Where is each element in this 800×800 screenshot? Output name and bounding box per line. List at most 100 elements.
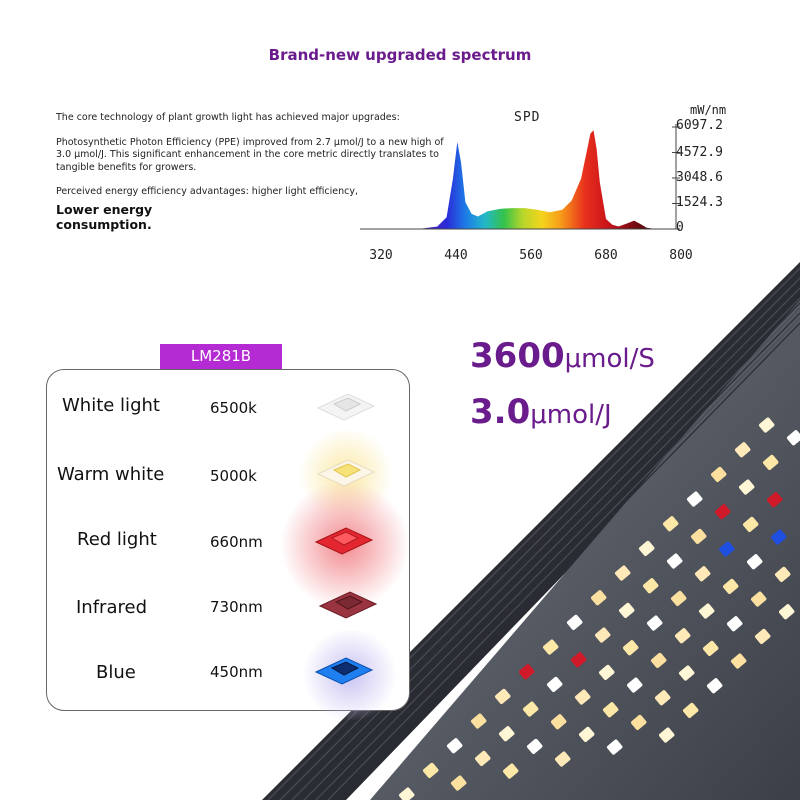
y-tick-label: 0 [676, 220, 684, 235]
lm-model-tag: LM281B [160, 344, 282, 369]
led-diode [775, 566, 791, 582]
heatsink-fin [291, 287, 800, 800]
infrared-led-chip-icon [316, 584, 380, 628]
x-tick-label: 440 [444, 248, 468, 263]
white-led-chip-icon [314, 386, 378, 430]
led-diode [615, 565, 631, 581]
led-diode [679, 665, 695, 681]
led-diode [667, 553, 683, 569]
led-diode [719, 541, 735, 557]
led-diode [743, 516, 759, 532]
spectrum-row-label: Infrared [76, 597, 147, 618]
efficiency-stat: 3.0μmol/J [470, 392, 612, 432]
led-diode [399, 787, 415, 800]
led-diode [607, 739, 623, 755]
led-diode [643, 578, 659, 594]
spectrum-row-label: Warm white [57, 464, 165, 485]
red-led-chip-icon [312, 520, 376, 564]
led-diode [475, 750, 491, 766]
blue-led-chip-icon [312, 650, 376, 694]
heatsink-fin [333, 322, 800, 800]
led-diode [787, 430, 800, 446]
y-tick-label: 1524.3 [676, 195, 723, 210]
led-diode [655, 690, 671, 706]
page-title: Brand-new upgraded spectrum [268, 46, 532, 64]
led-diode [671, 590, 687, 606]
led-diode [695, 566, 711, 582]
intro-text: The core technology of plant growth ligh… [56, 112, 446, 244]
y-tick-label: 6097.2 [676, 118, 723, 133]
led-diode [727, 616, 743, 632]
led-diode [547, 676, 563, 692]
led-diode [623, 640, 639, 656]
led-diode [659, 727, 675, 743]
led-diode [619, 602, 635, 618]
efficiency-value: 3.0 [470, 392, 531, 432]
flux-value: 3600 [470, 336, 565, 376]
led-diode [675, 628, 691, 644]
led-diode [747, 554, 763, 570]
warm-white-led-chip-icon [314, 452, 378, 496]
led-diode [735, 442, 751, 458]
intro-paragraph-1: The core technology of plant growth ligh… [56, 112, 400, 123]
led-diode [723, 578, 739, 594]
led-diode [663, 516, 679, 532]
led-diode [595, 627, 611, 643]
spectrum-row-label: White light [62, 395, 160, 416]
led-diode [691, 528, 707, 544]
led-diode [575, 689, 591, 705]
heatsink-fin [303, 297, 800, 800]
led-diode [751, 591, 767, 607]
spectrum-row-value: 6500k [210, 399, 257, 417]
intro-paragraph-3: Perceived energy efficiency advantages: … [56, 186, 358, 197]
led-diode [471, 713, 487, 729]
led-diode [771, 529, 787, 545]
flux-unit: μmol/S [564, 344, 655, 374]
spectrum-row-value: 450nm [210, 663, 263, 681]
intro-highlight: Lower energy consumption. [56, 201, 153, 232]
flux-stat: 3600μmol/S [470, 336, 655, 376]
led-diode [631, 714, 647, 730]
led-diode [543, 639, 559, 655]
led-diode [495, 688, 511, 704]
x-tick-label: 320 [369, 248, 393, 263]
x-tick-label: 560 [519, 248, 543, 263]
x-tick-label: 680 [594, 248, 618, 263]
heatsink-fin [321, 312, 800, 800]
led-diode [571, 652, 587, 668]
chart-title: SPD [514, 110, 541, 125]
led-diode [711, 466, 727, 482]
led-diode [519, 664, 535, 680]
y-axis-unit: mW/nm [690, 103, 727, 117]
heatsink-fin [327, 317, 800, 800]
y-tick-label: 3048.6 [676, 170, 723, 185]
led-diode [683, 702, 699, 718]
led-diode [767, 492, 783, 508]
efficiency-unit: μmol/J [530, 400, 612, 430]
led-diode [651, 652, 667, 668]
led-diode [503, 763, 519, 779]
led-diode [499, 726, 515, 742]
led-diode [739, 479, 755, 495]
led-diode [447, 738, 463, 754]
led-diode [527, 738, 543, 754]
spectrum-row-value: 5000k [210, 467, 257, 485]
led-diode [779, 604, 795, 620]
spectrum-row-label: Red light [77, 529, 157, 550]
led-diode [707, 678, 723, 694]
led-diode [763, 454, 779, 470]
led-diode [551, 714, 567, 730]
led-diode [755, 628, 771, 644]
led-diode [603, 702, 619, 718]
led-diode [639, 540, 655, 556]
led-diode [699, 603, 715, 619]
heatsink-fin [297, 292, 800, 800]
spectrum-row-value: 730nm [210, 598, 263, 616]
led-diode [567, 614, 583, 630]
led-diode [731, 653, 747, 669]
x-tick-label: 800 [669, 248, 693, 263]
led-diode [451, 775, 467, 791]
led-diode [715, 504, 731, 520]
heatsink-fin [309, 302, 800, 800]
led-diode [523, 701, 539, 717]
